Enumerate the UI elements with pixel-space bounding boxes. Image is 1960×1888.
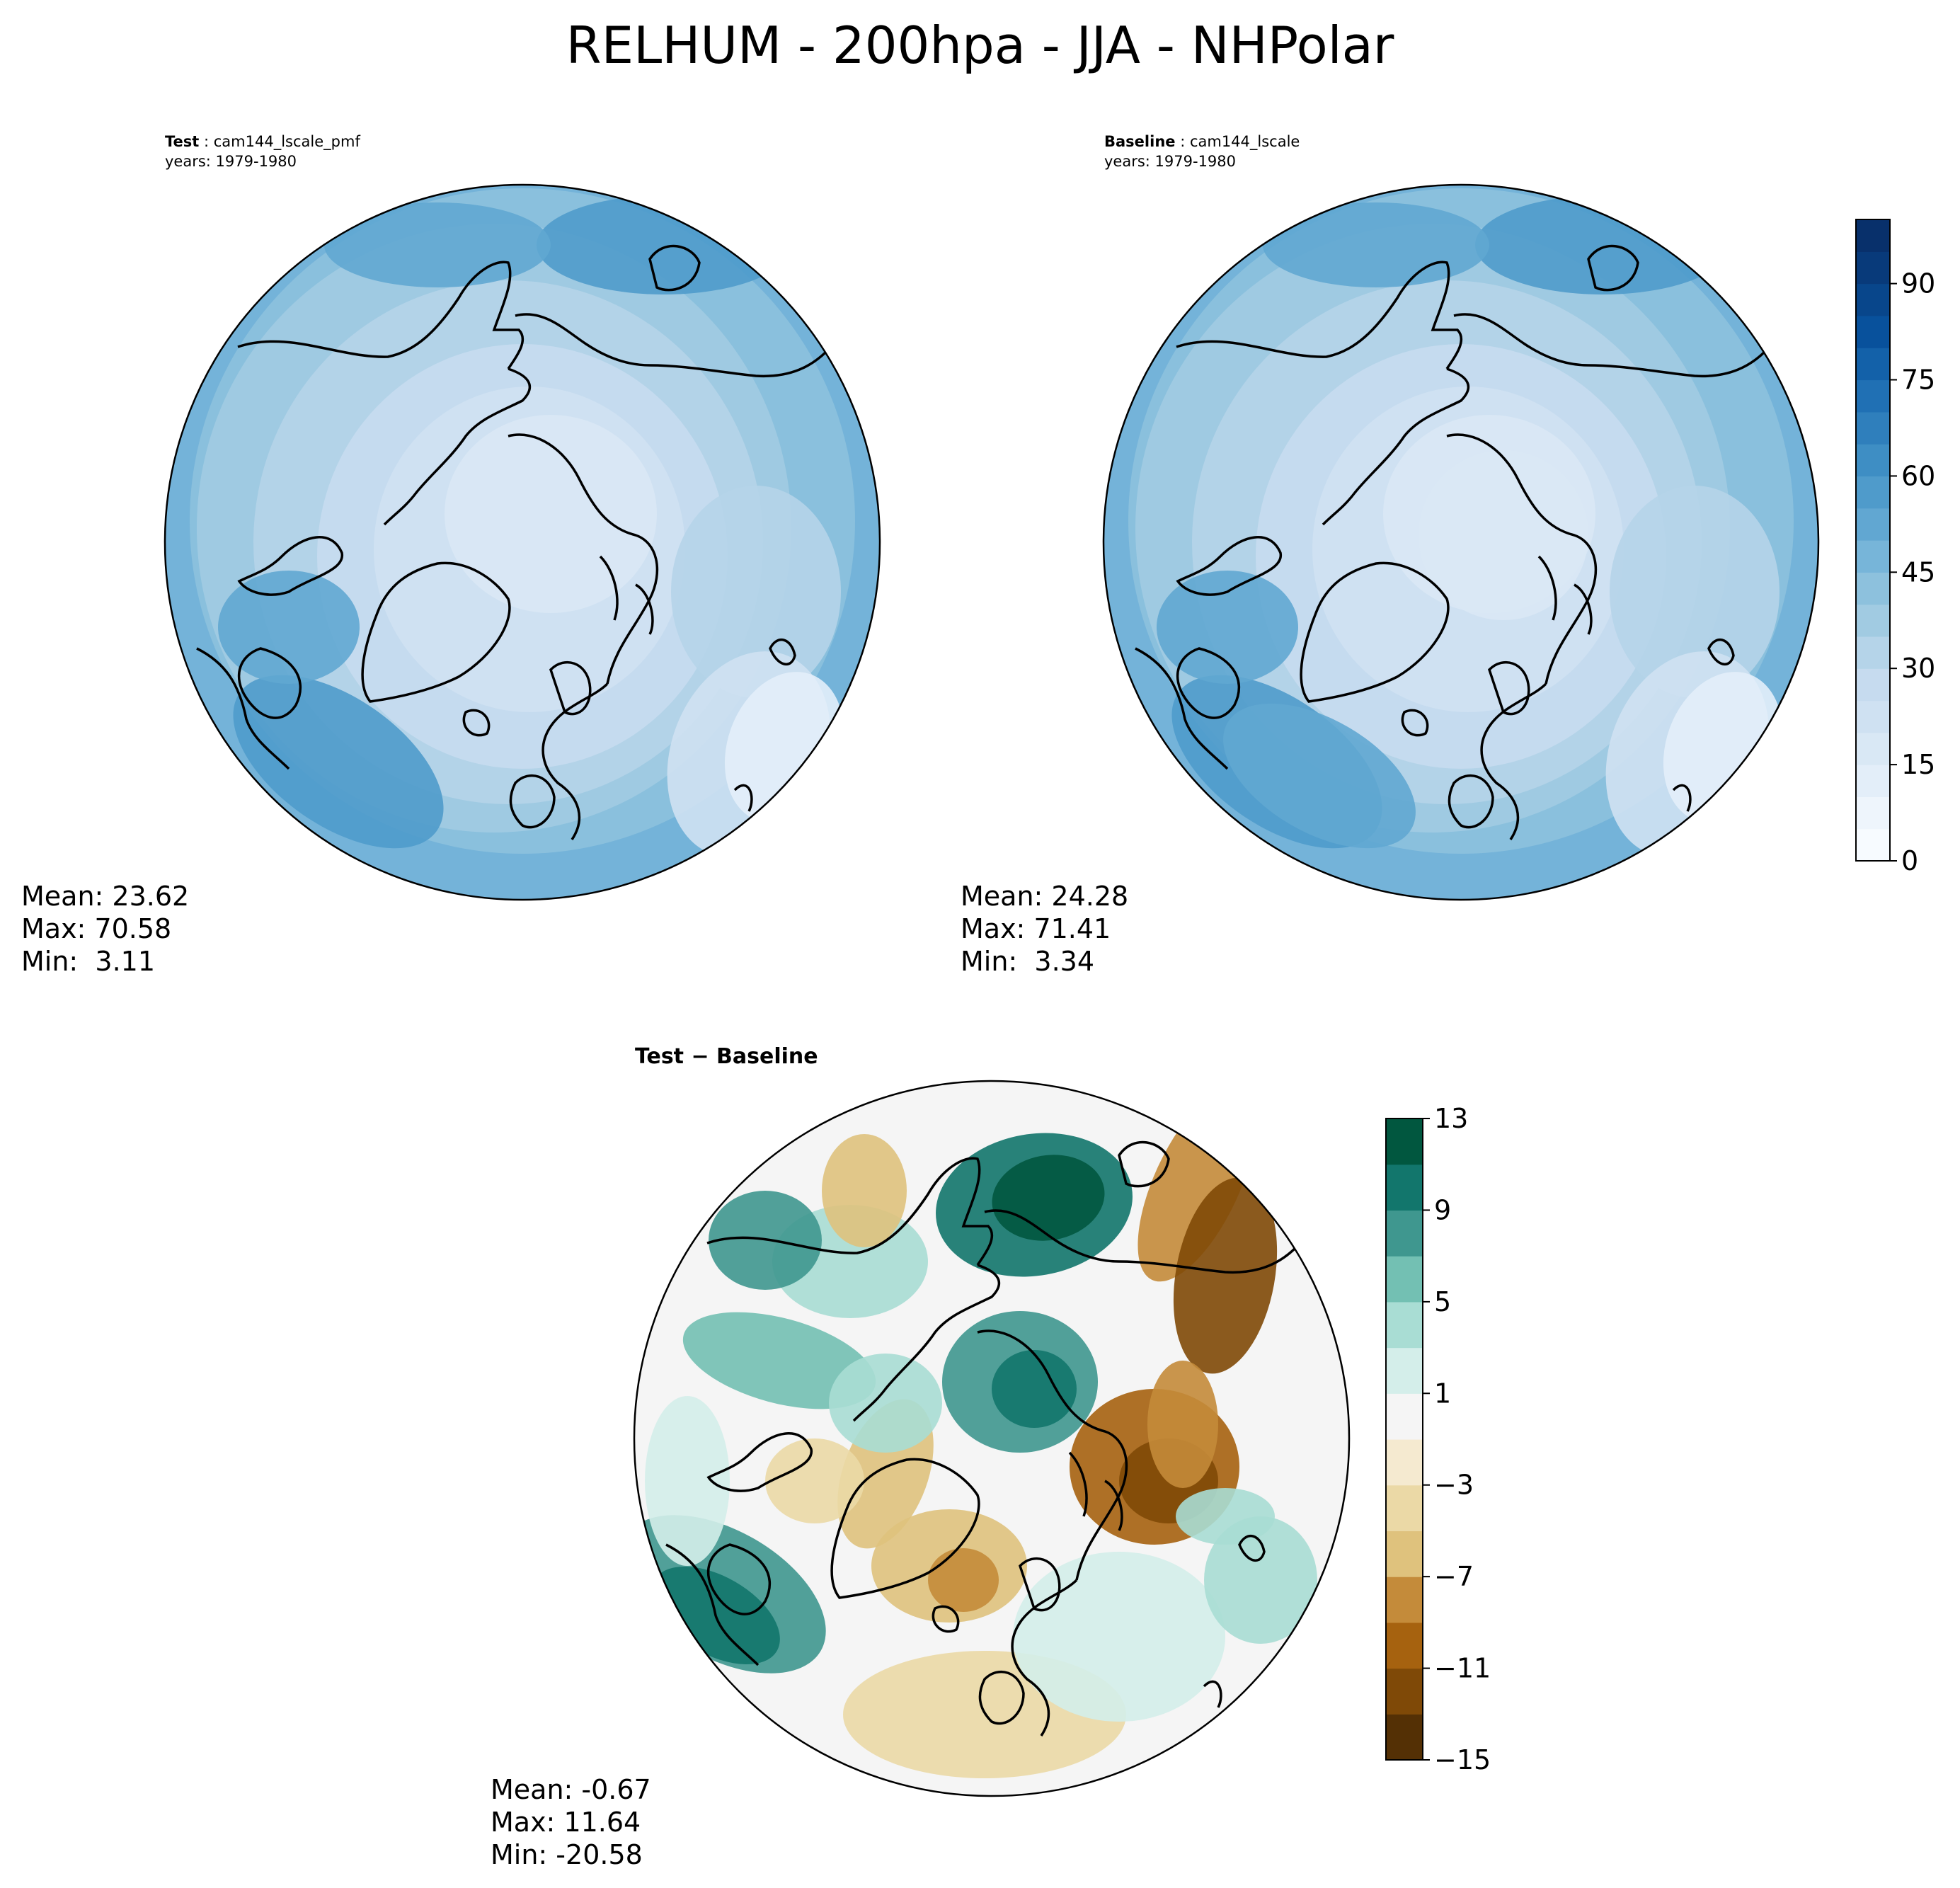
colorbar-swatch [1386,1439,1423,1486]
diff-mean: Mean: -0.67 [491,1774,651,1805]
colorbar-tick-label: 75 [1901,365,1935,396]
baseline-stats: Mean: 24.28 Max: 71.41 Min: 3.34 [961,880,1128,978]
colorbar-tick-label: 90 [1901,268,1935,299]
colorbar-tick-label: −7 [1434,1561,1474,1592]
colorbar-swatch [1386,1714,1423,1761]
figure-title: RELHUM - 200hpa - JJA - NHPolar [566,16,1394,75]
colorbar-swatch [1386,1484,1423,1532]
baseline-panel-label: Baseline : cam144_lscale years: 1979-198… [1104,132,1300,171]
colorbar-swatch [1856,379,1890,413]
test-mean: Mean: 23.62 [21,881,190,912]
colorbar-tick-label: 1 [1434,1378,1451,1409]
colorbar-swatch [1856,828,1890,862]
diff-stats: Mean: -0.67 Max: 11.64 Min: -20.58 [491,1773,651,1871]
colorbar-swatch [1386,1164,1423,1211]
colorbar-swatch [1856,572,1890,605]
colorbar-tick-label: −15 [1434,1744,1491,1775]
colorbar-swatch [1386,1577,1423,1623]
colorbar-tick-label: 30 [1901,653,1935,684]
colorbar-tick-label: 9 [1434,1194,1451,1225]
colorbar-tick-label: 0 [1901,845,1918,876]
diff-max: Max: 11.64 [491,1807,641,1838]
colorbar-swatch [1386,1119,1423,1165]
colorbar-swatch [1856,315,1890,348]
colorbar-swatch [1856,668,1890,702]
baseline-mean: Mean: 24.28 [961,881,1129,912]
colorbar-swatch [1856,540,1890,573]
baseline-polar-map [1102,183,1820,901]
colorbar-swatch [1856,219,1890,252]
test-panel-label: Test : cam144_lscale_pmf years: 1979-198… [165,132,360,171]
colorbar-swatch [1856,604,1890,637]
test-polar-map [164,183,881,901]
colorbar-swatch [1856,348,1890,381]
colorbar-swatch [1386,1668,1423,1715]
colorbar-swatch [1856,508,1890,541]
colorbar-swatch [1856,636,1890,669]
test-label-bold: Test [165,133,200,150]
colorbar-tick-label: −11 [1434,1653,1491,1684]
colorbar-swatch [1856,700,1890,733]
colorbar-swatch [1386,1393,1423,1440]
test-label-case: : cam144_lscale_pmf [199,133,360,150]
baseline-label-case: : cam144_lscale [1175,133,1300,150]
colorbar-swatch [1386,1531,1423,1577]
colorbar-swatch [1386,1210,1423,1257]
colorbar-swatch [1856,411,1890,445]
coastlines [1135,244,1767,840]
baseline-min: Min: 3.34 [961,946,1094,977]
colorbar-swatch [1856,796,1890,830]
colorbar-tick-label: −3 [1434,1470,1474,1501]
colorbar-tick-label: 45 [1901,556,1935,588]
test-stats: Mean: 23.62 Max: 70.58 Min: 3.11 [21,880,189,978]
coastlines [665,1140,1297,1737]
diff-panel-label: Test − Baseline [635,1044,818,1069]
test-min: Min: 3.11 [21,946,155,977]
relhum-colorbar: 0 15 30 45 60 75 90 [1855,219,1935,876]
difference-polar-map [633,1080,1351,1797]
colorbar-swatch [1856,444,1890,476]
colorbar-swatch [1856,765,1890,797]
colorbar-swatch [1386,1301,1423,1349]
colorbar-swatch [1856,732,1890,765]
difference-colorbar: 13 9 5 1 −3 −7 −11 −15 [1385,1103,1491,1775]
colorbar-swatch [1386,1622,1423,1669]
colorbar-tick-label: 5 [1434,1286,1451,1317]
test-years: years: 1979-1980 [165,153,297,170]
baseline-years: years: 1979-1980 [1104,153,1237,170]
colorbar-tick-label: 13 [1434,1103,1468,1134]
baseline-max: Max: 71.41 [961,913,1111,944]
colorbar-swatch [1856,251,1890,285]
baseline-label-bold: Baseline [1104,133,1176,150]
colorbar-tick-label: 60 [1901,460,1935,491]
colorbar-swatch [1386,1256,1423,1303]
colorbar-swatch [1856,476,1890,509]
test-max: Max: 70.58 [21,913,172,944]
colorbar-swatch [1386,1347,1423,1394]
diff-min: Min: -20.58 [491,1839,643,1870]
colorbar-tick-label: 15 [1901,749,1935,780]
colorbar-swatch [1856,283,1890,316]
